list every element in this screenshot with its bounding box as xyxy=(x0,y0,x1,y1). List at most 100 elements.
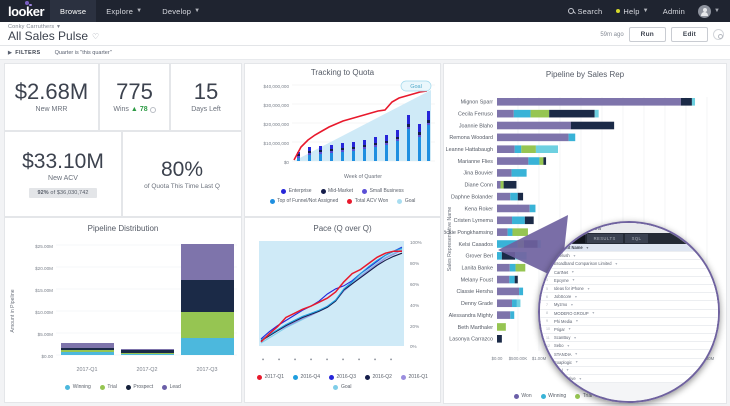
legend-item-goal[interactable]: Goal xyxy=(397,198,415,204)
bar-segment[interactable] xyxy=(497,275,510,284)
legend-item-winning[interactable]: Winning xyxy=(65,384,91,390)
nav-item-develop[interactable]: Develop ▼ xyxy=(152,0,210,22)
bar-segment[interactable] xyxy=(510,311,515,319)
tab-results[interactable]: RESULTS xyxy=(586,234,623,243)
legend-item-2016-q3[interactable]: 2016-Q3 xyxy=(329,374,356,380)
table-row[interactable]: 13 STANDIA ▼ xyxy=(540,350,718,359)
bar-segment[interactable] xyxy=(514,275,518,284)
gear-icon[interactable] xyxy=(713,29,724,40)
bar-segment[interactable] xyxy=(529,204,536,213)
tab-sql[interactable]: SQL xyxy=(624,234,649,243)
bar-segment[interactable] xyxy=(515,263,526,272)
bar-segment[interactable] xyxy=(530,109,550,118)
bar-segment[interactable] xyxy=(521,145,536,153)
bar-segment[interactable] xyxy=(497,180,501,189)
bar-segment[interactable] xyxy=(507,228,513,236)
bar-segment[interactable] xyxy=(510,192,518,201)
table-row[interactable]: 3 CartNet ▼ xyxy=(540,268,718,277)
bar-segment[interactable] xyxy=(497,216,513,225)
nav-item-explore[interactable]: Explore ▼ xyxy=(96,0,152,22)
bar-segment[interactable] xyxy=(517,192,524,201)
breadcrumb[interactable]: Conky Carruthers ▼ xyxy=(8,24,730,30)
legend-item-won[interactable]: Won xyxy=(513,393,532,399)
bar-segment[interactable] xyxy=(497,311,511,319)
table-row[interactable]: 4 Epcyme ▼ xyxy=(540,276,718,285)
bar-segment[interactable] xyxy=(516,299,521,308)
kpi-tile-new-mrr[interactable]: $2.68M New MRR xyxy=(4,63,99,131)
legend-item-total-acv-won[interactable]: Total ACV Won xyxy=(347,198,388,204)
bar-segment[interactable] xyxy=(497,263,510,272)
bar-segment[interactable] xyxy=(549,109,595,118)
user-menu[interactable]: ▼ xyxy=(692,4,724,18)
kpi-tile-wins[interactable]: 775 Wins ▲ 78 xyxy=(99,63,170,131)
bar-segment[interactable] xyxy=(497,169,512,177)
chart-tile-pace-q-over-q[interactable]: Pace (Q over Q) 100% 80% 60% 40% 20% 0% … xyxy=(244,217,441,403)
table-row[interactable]: 11 ScanBuy ▼ xyxy=(540,334,718,343)
table-row[interactable]: 16 Hyperactive ▼ xyxy=(540,375,718,384)
bar-segment[interactable] xyxy=(497,335,502,343)
table-row[interactable]: 8 MODERO GROUP ▼ xyxy=(540,309,718,318)
table-row[interactable]: 7 Myzmo ▼ xyxy=(540,301,718,310)
filters-toggle[interactable]: ▶ FILTERS xyxy=(8,50,41,56)
kpi-tile-new-acv[interactable]: $33.10M New ACV 92% of $36,030,742 xyxy=(4,131,122,217)
table-row[interactable]: 1 Bluelush ▼ xyxy=(540,252,718,261)
legend-item-top-of-funnel[interactable]: Top of Funnel/Not Assigned xyxy=(269,198,338,204)
search-button[interactable]: Search xyxy=(561,0,609,22)
legend-item-goal[interactable]: Goal xyxy=(333,384,352,390)
bar-segment[interactable] xyxy=(497,240,518,248)
legend-item-2016-q4[interactable]: 2016-Q4 xyxy=(293,374,320,380)
bar-segment[interactable] xyxy=(497,98,681,106)
heart-icon[interactable]: ♡ xyxy=(92,31,100,41)
bar-segment[interactable] xyxy=(497,252,502,260)
bar-segment[interactable] xyxy=(497,192,511,201)
table-row[interactable]: 15 Taral ▼ xyxy=(540,366,718,375)
bar-segment[interactable] xyxy=(514,145,522,153)
bar-segment[interactable] xyxy=(524,216,534,225)
bar-segment[interactable] xyxy=(528,157,540,165)
table-row[interactable]: 6 JobScore ▼ xyxy=(540,293,718,302)
bar-segment[interactable] xyxy=(539,157,544,165)
bar-segment[interactable] xyxy=(568,133,576,142)
bar-segment[interactable] xyxy=(519,287,524,296)
bar-segment[interactable] xyxy=(497,204,530,213)
bar-segment[interactable] xyxy=(509,263,516,272)
bar-segment[interactable] xyxy=(680,98,692,106)
bar-segment[interactable] xyxy=(594,109,599,118)
table-row[interactable]: 9 Phi Media ▼ xyxy=(540,317,718,326)
bar-segment[interactable] xyxy=(570,121,615,130)
admin-link[interactable]: Admin xyxy=(656,0,692,22)
legend-item-prospect[interactable]: Prospect xyxy=(125,384,153,390)
bar-segment[interactable] xyxy=(511,169,527,177)
chart-tile-pipeline-distribution[interactable]: Pipeline Distribution Amount in Pipeline… xyxy=(4,217,242,403)
table-row[interactable]: 5 Ideas for iPhone ▼ xyxy=(540,284,718,294)
edit-button[interactable]: Edit xyxy=(670,27,708,42)
bar-segment[interactable] xyxy=(513,109,531,118)
legend-item-small-business[interactable]: Small Business xyxy=(362,188,404,194)
bar-segment[interactable] xyxy=(497,157,529,165)
legend-item-mid-market[interactable]: Mid-Market xyxy=(320,188,353,194)
legend-item-2016-q2[interactable]: 2016-Q2 xyxy=(364,374,392,380)
bar-segment[interactable] xyxy=(497,109,514,118)
bar-segment[interactable] xyxy=(501,252,516,260)
bar-segment[interactable] xyxy=(500,180,504,189)
table-row[interactable]: 10 Prigar ▼ xyxy=(540,325,718,335)
bar-segment[interactable] xyxy=(512,228,528,236)
legend-item-2017-q1[interactable]: 2017-Q1 xyxy=(257,374,284,380)
bar-segment[interactable] xyxy=(512,299,517,308)
legend-item-enterprise[interactable]: Enterprise xyxy=(281,188,312,194)
nav-item-browse[interactable]: Browse xyxy=(50,0,97,22)
run-button[interactable]: Run xyxy=(628,27,666,42)
bar-segment[interactable] xyxy=(497,228,508,236)
bar-segment[interactable] xyxy=(497,121,571,130)
legend-item-trial[interactable]: Trial xyxy=(99,384,117,390)
help-menu[interactable]: Help ▼ xyxy=(609,0,655,22)
bar-segment[interactable] xyxy=(503,180,517,189)
bar-segment[interactable] xyxy=(691,98,696,106)
bar-segment[interactable] xyxy=(543,157,547,165)
bar-segment[interactable] xyxy=(509,275,515,284)
bar-segment[interactable] xyxy=(512,216,525,225)
bar-segment[interactable] xyxy=(535,145,558,153)
kpi-tile-quota-last-q[interactable]: 80% of Quota This Time Last Q xyxy=(122,131,242,217)
looker-logo[interactable]: looker xyxy=(8,0,50,19)
bar-segment[interactable] xyxy=(497,287,520,296)
